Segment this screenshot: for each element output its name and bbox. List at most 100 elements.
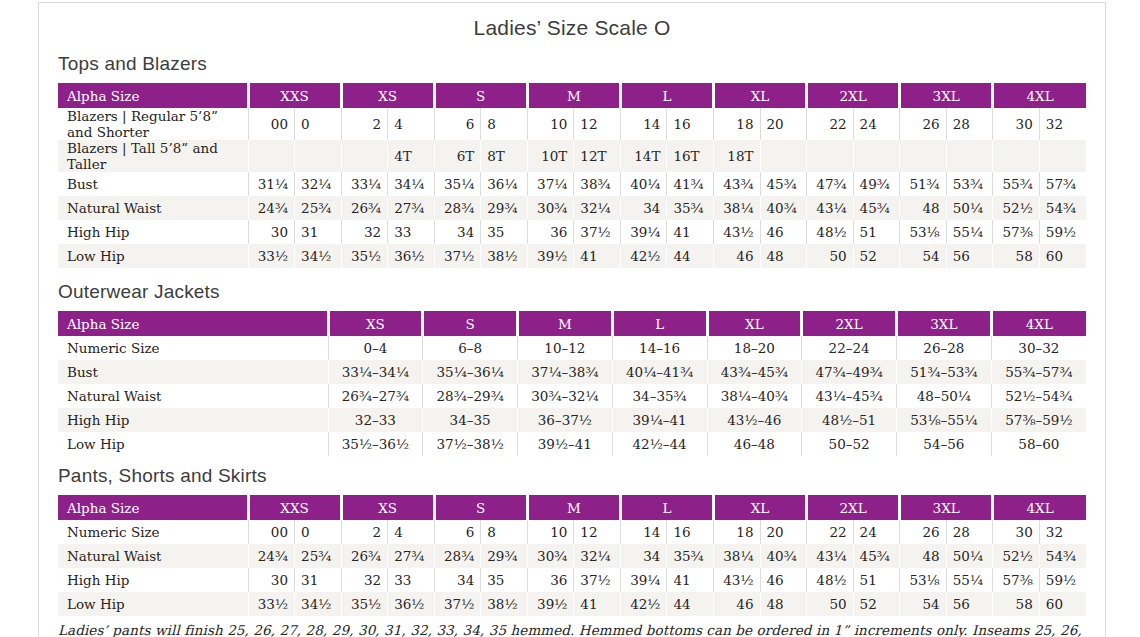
size-value-cell: 47¾–49¾ [802, 360, 897, 384]
tops-and-blazers-table: Alpha SizeXXSXSSMLXL2XL3XL4XLBlazers | R… [58, 83, 1086, 268]
size-value-cell: 22 [807, 520, 854, 544]
size-value-cell: 37½ [574, 568, 621, 592]
size-value-cell: 4T [388, 140, 435, 172]
size-value-cell: 16 [667, 108, 714, 140]
size-value-cell: 51 [853, 220, 900, 244]
size-value-cell: 26 [900, 108, 947, 140]
size-value-cell: 14T [620, 140, 667, 172]
size-value-cell: 32 [1039, 520, 1086, 544]
size-value-cell: 45¾ [853, 196, 900, 220]
size-value-cell: 58–60 [991, 432, 1086, 456]
size-value-cell: 43¼–45¾ [802, 384, 897, 408]
size-value-cell: 36–37½ [518, 408, 613, 432]
size-value-cell: 29¾ [481, 196, 528, 220]
size-value-cell: 24¾ [248, 196, 295, 220]
table-row: Numeric Size0002468101214161820222426283… [58, 520, 1086, 544]
size-column-header-s: S [434, 83, 527, 108]
size-value-cell: 26¾ [341, 544, 388, 568]
size-value-cell: 32¼ [574, 544, 621, 568]
size-column-header-xs: XS [328, 311, 423, 336]
size-column-header-3xl: 3XL [897, 311, 992, 336]
section-title-tops-and-blazers: Tops and Blazers [58, 53, 1105, 75]
size-value-cell: 33 [388, 568, 435, 592]
size-value-cell: 18–20 [707, 336, 802, 360]
row-label: High Hip [58, 568, 248, 592]
size-value-cell: 34 [434, 568, 481, 592]
table-row: Low Hip35½–36½37½–38½39½–4142½–4446–4850… [58, 432, 1086, 456]
size-value-cell: 52½–54¾ [991, 384, 1086, 408]
size-value-cell: 52½ [993, 544, 1040, 568]
size-value-cell: 35¾ [667, 196, 714, 220]
size-value-cell: 38½ [481, 244, 528, 268]
header-row: Alpha SizeXXSXSSMLXL2XL3XL4XL [58, 495, 1086, 520]
size-value-cell: 33¼–34¼ [328, 360, 423, 384]
row-label: Blazers | Regular 5’8” and Shorter [58, 108, 248, 140]
size-value-cell: 35½ [341, 592, 388, 616]
header-row: Alpha SizeXSSMLXL2XL3XL4XL [58, 311, 1086, 336]
size-value-cell: 60 [1039, 244, 1086, 268]
size-value-cell: 52 [853, 592, 900, 616]
size-value-cell: 59½ [1039, 568, 1086, 592]
size-value-cell: 6 [434, 520, 481, 544]
row-label: High Hip [58, 408, 328, 432]
size-value-cell: 24¾ [248, 544, 295, 568]
size-value-cell: 35¼–36¼ [423, 360, 518, 384]
size-value-cell: 0–4 [328, 336, 423, 360]
size-value-cell: 39½ [527, 244, 574, 268]
size-value-cell: 56 [946, 244, 993, 268]
size-column-header-xl: XL [713, 495, 806, 520]
size-value-cell: 34 [620, 196, 667, 220]
table-row: Blazers | Tall 5’8” and Taller4T6T8T10T1… [58, 140, 1086, 172]
size-value-cell [1039, 140, 1086, 172]
size-value-cell: 4 [388, 520, 435, 544]
size-value-cell: 37½ [434, 592, 481, 616]
size-value-cell: 53⅛ [900, 568, 947, 592]
size-value-cell: 33¼ [341, 172, 388, 196]
row-label: Bust [58, 172, 248, 196]
size-value-cell: 35 [481, 220, 528, 244]
size-value-cell [248, 140, 295, 172]
size-value-cell: 33½ [248, 592, 295, 616]
table-row: High Hip32–3334–3536–37½39¼–4143½–4648½–… [58, 408, 1086, 432]
tops-and-blazers-table-container: Alpha SizeXXSXSSMLXL2XL3XL4XLBlazers | R… [39, 83, 1105, 268]
size-value-cell: 36½ [388, 244, 435, 268]
size-value-cell: 28¾ [434, 196, 481, 220]
size-value-cell: 40¼–41¾ [612, 360, 707, 384]
table-row: Natural Waist24¾25¾26¾27¾28¾29¾30¾32¼343… [58, 196, 1086, 220]
size-value-cell [807, 140, 854, 172]
size-value-cell: 54 [900, 244, 947, 268]
size-value-cell: 29¾ [481, 544, 528, 568]
size-value-cell: 32 [341, 220, 388, 244]
table-row: Bust31¼32¼33¼34¼35¼36¼37¼38¾40¼41¾43¾45¾… [58, 172, 1086, 196]
size-column-header-4xl: 4XL [993, 495, 1086, 520]
size-value-cell: 30 [248, 220, 295, 244]
size-value-cell: 46 [713, 592, 760, 616]
size-value-cell: 51 [853, 568, 900, 592]
size-value-cell: 10–12 [518, 336, 613, 360]
size-value-cell: 14 [620, 108, 667, 140]
size-value-cell: 10 [527, 520, 574, 544]
size-value-cell: 48–50¼ [897, 384, 992, 408]
page-title: Ladies’ Size Scale O [39, 16, 1105, 40]
footnote: Ladies’ pants will finish 25, 26, 27, 28… [58, 622, 1105, 637]
size-value-cell: 43¼ [807, 196, 854, 220]
size-value-cell: 39½ [527, 592, 574, 616]
size-value-cell: 50 [807, 592, 854, 616]
size-value-cell: 39¼–41 [612, 408, 707, 432]
size-value-cell: 31 [295, 220, 342, 244]
size-value-cell: 37½ [434, 244, 481, 268]
size-value-cell: 39¼ [620, 568, 667, 592]
table-row: Natural Waist26¾–27¾28¾–29¾30¾–32¼34–35¾… [58, 384, 1086, 408]
size-value-cell: 25¾ [295, 544, 342, 568]
size-value-cell: 28¾ [434, 544, 481, 568]
size-value-cell: 37½ [574, 220, 621, 244]
size-value-cell: 31¼ [248, 172, 295, 196]
size-value-cell: 34½ [295, 244, 342, 268]
size-value-cell: 50¼ [946, 544, 993, 568]
size-value-cell: 47¾ [807, 172, 854, 196]
size-value-cell: 43½–46 [707, 408, 802, 432]
size-value-cell: 8 [481, 520, 528, 544]
size-value-cell: 41¾ [667, 172, 714, 196]
section-title-pants-shorts-and-skirts: Pants, Shorts and Skirts [58, 465, 1105, 487]
size-value-cell: 53⅛–55¼ [897, 408, 992, 432]
